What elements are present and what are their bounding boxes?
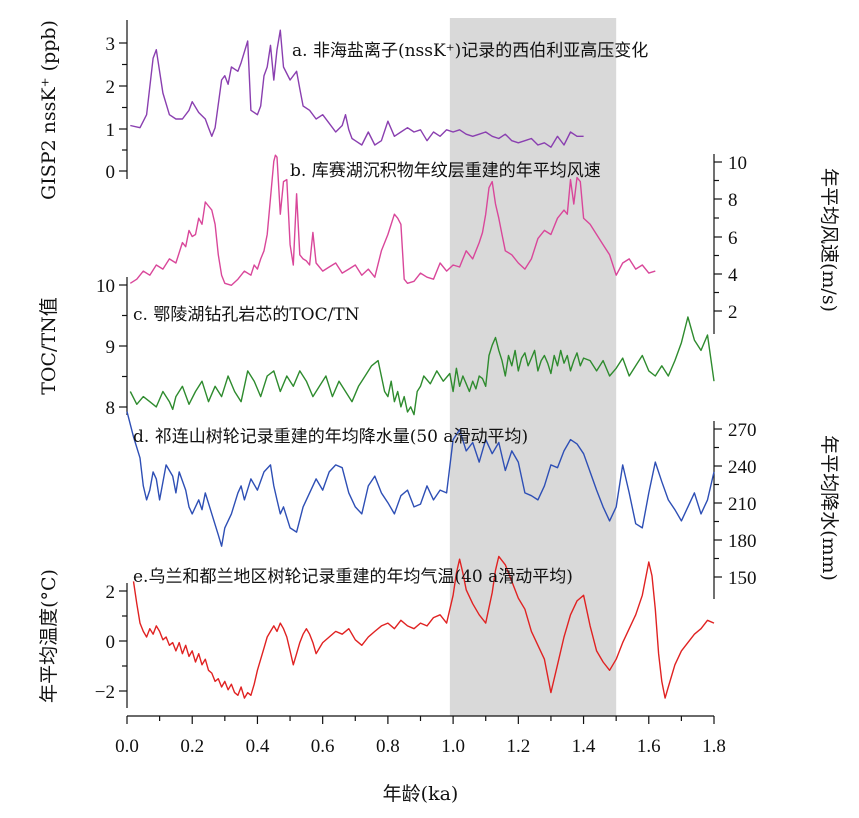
y-tick-label-e: −2: [95, 682, 115, 703]
shaded-interval-layer: [449, 18, 617, 716]
x-tick-label: 1.6: [637, 736, 661, 757]
y-tick-label-a: 1: [106, 120, 116, 141]
axes-frame-layer: [119, 20, 722, 724]
series-line-c: [129, 316, 715, 416]
y-tick-label-e: 0: [106, 632, 116, 653]
series-layer: [126, 29, 715, 699]
y-tick-label-b: 10: [728, 153, 747, 174]
series-line-d: [126, 411, 715, 547]
y-axis-title-d: 年平均降水(mm): [818, 435, 840, 581]
series-line-b: [129, 154, 656, 286]
panel-title-a: a. 非海盐离子(nssK⁺)记录的西伯利亚高压变化: [292, 41, 648, 61]
panel-title-d: d. 祁连山树轮记录重建的年均降水量(50 a滑动平均): [133, 427, 528, 447]
series-line-e: [132, 555, 715, 699]
y-tick-label-d: 270: [728, 420, 757, 441]
x-tick-label: 1.4: [572, 736, 596, 757]
y-axis-title-b: 年平均风速(m/s): [818, 168, 840, 312]
panel-title-b: b. 库赛湖沉积物年纹层重建的年平均风速: [290, 160, 601, 181]
x-tick-label: 0.0: [115, 736, 139, 757]
series-line-a: [130, 29, 584, 148]
y-tick-label-d: 240: [728, 457, 757, 478]
y-axis-title-c: TOC/TN值: [38, 297, 60, 395]
label-layer: 0.0 0.2 0.4 0.6 0.8 1.0 1.2 1.4 1.6 1.8 年龄(ka) 0 1 2 3…: [38, 20, 840, 805]
y-tick-label-b: 8: [728, 190, 738, 211]
y-tick-label-d: 180: [728, 531, 757, 552]
y-tick-label-c: 9: [106, 337, 116, 358]
x-axis-title: 年龄(ka): [383, 783, 459, 805]
y-axis-title-a: GISP2 nssK⁺ (ppb): [38, 20, 60, 200]
y-axis-title-e: 年平均温度(°C): [38, 569, 60, 703]
y-tick-label-e: 2: [106, 582, 116, 603]
x-tick-label: 1.2: [506, 736, 530, 757]
y-tick-label-b: 2: [728, 302, 738, 323]
x-tick-label: 1.0: [441, 736, 465, 757]
x-tick-label: 0.8: [376, 736, 400, 757]
y-tick-label-a: 3: [106, 34, 116, 55]
y-tick-label-d: 210: [728, 494, 757, 515]
panel-title-c: c. 鄂陵湖钻孔岩芯的TOC/TN: [133, 305, 360, 325]
y-tick-label-c: 10: [96, 276, 115, 297]
y-tick-label-b: 6: [728, 228, 738, 249]
x-tick-label: 1.8: [702, 736, 726, 757]
y-tick-label-a: 2: [106, 77, 116, 98]
shaded-interval: [449, 18, 617, 716]
x-tick-label: 0.4: [246, 736, 270, 757]
panel-title-e: e.乌兰和都兰地区树轮记录重建的年均气温(40 a滑动平均): [133, 567, 573, 587]
x-tick-label: 0.2: [180, 736, 204, 757]
y-tick-label-b: 4: [728, 265, 738, 286]
y-tick-label-c: 8: [106, 398, 116, 419]
y-tick-label-d: 150: [728, 568, 757, 589]
y-tick-label-a: 0: [106, 162, 116, 183]
x-tick-label: 0.6: [311, 736, 335, 757]
